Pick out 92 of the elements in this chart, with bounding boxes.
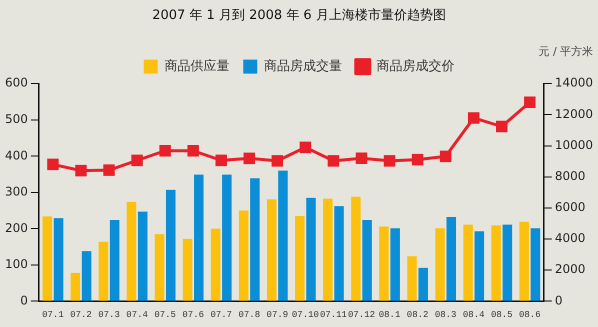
point [131, 154, 143, 166]
point [272, 155, 284, 167]
bar [519, 222, 529, 301]
point [468, 112, 480, 124]
point [187, 145, 199, 156]
point [440, 150, 452, 162]
bar [446, 217, 456, 301]
bar [42, 216, 52, 301]
y2-tick-label: 0 [554, 293, 562, 308]
y-tick-label: 600 [5, 76, 28, 90]
point [300, 142, 312, 154]
y2-tick-label: 8000 [554, 168, 586, 183]
y2-tick-label: 2000 [554, 262, 586, 276]
bar [110, 220, 120, 301]
x-tick-label: 07.4 [126, 310, 148, 320]
y2-axis-title: 元 / 平方米 [538, 44, 594, 58]
bar [154, 234, 164, 301]
x-tick-label: 07.2 [70, 310, 92, 320]
point [244, 152, 256, 164]
x-tick-label: 08.3 [434, 310, 456, 320]
bar [250, 178, 260, 301]
x-tick-label: 07.10 [292, 310, 319, 320]
point [103, 164, 115, 176]
bar [474, 231, 484, 301]
bar [210, 228, 220, 301]
bar [166, 190, 176, 301]
bar [306, 198, 316, 301]
point [356, 152, 368, 164]
point [47, 158, 59, 170]
y-tick-label: 0 [20, 293, 28, 308]
bar [407, 256, 417, 301]
y-tick-label: 400 [5, 148, 28, 162]
bar [54, 218, 64, 301]
y2-tick-label: 10000 [554, 138, 594, 152]
bar [418, 268, 428, 301]
x-tick-label: 08.2 [406, 310, 428, 320]
bar [98, 242, 108, 301]
point [496, 120, 508, 132]
bar [530, 228, 540, 301]
y2-tick-label: 4000 [554, 231, 586, 246]
bar [126, 202, 136, 301]
point [384, 155, 396, 167]
bar [502, 224, 512, 301]
point [215, 154, 227, 166]
point [328, 155, 340, 167]
point [524, 96, 536, 108]
x-tick-label: 07.7 [210, 310, 232, 320]
x-tick-label: 07.8 [238, 310, 260, 320]
bar [138, 212, 148, 301]
point [412, 154, 424, 166]
bar [463, 224, 473, 301]
x-tick-label: 08.4 [462, 310, 485, 320]
chart-title: 2007 年 1 月到 2008 年 6 月上海楼市量价趋势图 [152, 8, 446, 24]
bar [70, 272, 80, 301]
x-tick-label: 07.9 [266, 310, 288, 320]
bar [194, 174, 204, 301]
bar [295, 216, 305, 301]
y2-tick-label: 14000 [554, 76, 594, 90]
bar [182, 238, 192, 301]
y-tick-label: 300 [5, 184, 28, 199]
bar [435, 228, 445, 301]
bar [323, 198, 333, 301]
y2-tick-label: 6000 [554, 200, 586, 214]
bar [491, 225, 501, 301]
x-tick-label: 07.5 [154, 310, 176, 320]
x-tick-label: 07.3 [98, 310, 120, 320]
bar [222, 174, 232, 301]
bar [351, 196, 361, 301]
bar [334, 206, 344, 301]
legend-label: 商品房成交量 [264, 58, 342, 74]
x-tick-label: 08.5 [490, 310, 513, 320]
y-tick-label: 500 [5, 112, 28, 126]
point [75, 164, 87, 176]
y-tick-label: 200 [5, 220, 28, 235]
bar [390, 228, 400, 301]
x-tick-label: 08.6 [518, 310, 541, 320]
bar [379, 226, 389, 301]
bar [238, 210, 248, 301]
legend-label: 商品房成交价 [376, 58, 454, 74]
bar [82, 251, 92, 301]
point [159, 145, 171, 156]
x-tick-label: 07.1 [42, 310, 64, 320]
legend-label: 商品供应量 [164, 58, 230, 74]
x-tick-label: 07.12 [348, 310, 375, 320]
y-tick-label: 100 [5, 257, 28, 272]
bar [266, 199, 276, 301]
x-tick-label: 08.1 [378, 310, 400, 320]
x-tick-label: 07.6 [182, 310, 204, 320]
bar [278, 170, 288, 301]
x-tick-label: 07.11 [320, 310, 347, 320]
bar [362, 220, 372, 301]
y2-tick-label: 12000 [554, 106, 594, 121]
